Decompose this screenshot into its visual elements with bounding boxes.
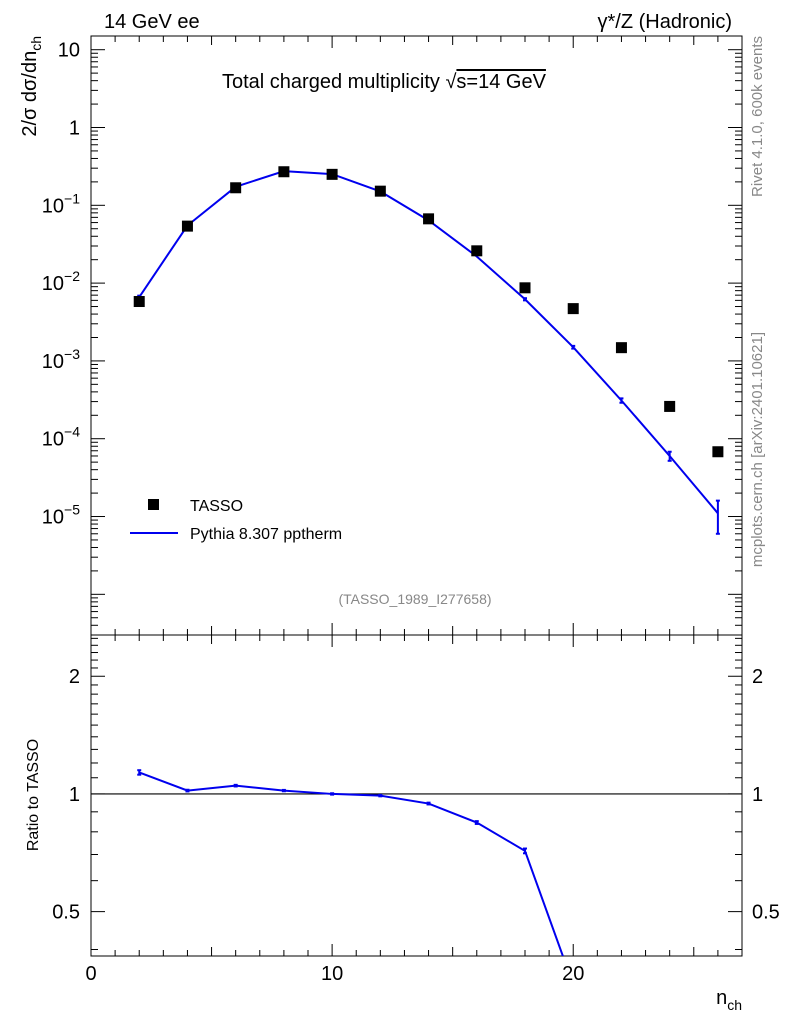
header-left: 14 GeV ee bbox=[104, 11, 200, 33]
tasso-data-point bbox=[664, 400, 676, 412]
bottom-y-tick-label-right: 1 bbox=[752, 784, 763, 806]
legend-label-data: TASSO bbox=[190, 498, 243, 515]
x-axis-label-sub: ch bbox=[727, 997, 742, 1013]
bottom-panel-frame bbox=[90, 634, 743, 957]
x-tick-label: 0 bbox=[85, 963, 96, 985]
top-y-tick-base: 10 bbox=[42, 273, 64, 295]
chart-title-main: Total charged multiplicity bbox=[222, 71, 445, 93]
tasso-data-point bbox=[712, 446, 724, 458]
top-y-tick-label: 10−4 bbox=[42, 424, 80, 451]
mcplots-label: mcplots.cern.ch [arXiv:2401.10621] bbox=[749, 332, 766, 567]
bottom-y-tick-label-right: 0.5 bbox=[752, 902, 780, 924]
top-y-tick-exp: −2 bbox=[64, 268, 80, 284]
top-y-tick-base: 10 bbox=[42, 351, 64, 373]
top-y-tick-base: 1 bbox=[69, 118, 80, 140]
bottom-y-tick-label: 0.5 bbox=[52, 902, 80, 924]
top-y-tick-label: 10−5 bbox=[42, 502, 80, 529]
top-ylabel-sub: ch bbox=[28, 36, 44, 51]
top-y-tick-base: 10 bbox=[58, 40, 80, 62]
bottom-y-tick-label-right: 2 bbox=[752, 666, 763, 688]
top-y-tick-label: 10−3 bbox=[42, 346, 80, 373]
tasso-data-point bbox=[133, 296, 145, 308]
top-y-tick-exp: −3 bbox=[64, 346, 80, 362]
chart-title: Total charged multiplicity √s=14 GeV bbox=[222, 71, 547, 93]
bottom-plot-area bbox=[137, 769, 564, 956]
ratio-series-line bbox=[138, 771, 564, 956]
top-y-tick-label: 10−2 bbox=[42, 268, 80, 295]
x-tick-label: 20 bbox=[562, 963, 584, 985]
tasso-data-point bbox=[423, 213, 435, 225]
legend-marker-data bbox=[148, 499, 159, 510]
header-right: γ*/Z (Hadronic) bbox=[598, 11, 732, 33]
top-y-tick-base: 10 bbox=[42, 507, 64, 529]
top-y-tick-exp: −4 bbox=[64, 424, 80, 440]
tasso-data-point bbox=[278, 166, 290, 178]
bottom-y-tick-label: 1 bbox=[69, 784, 80, 806]
bottom-axes: 0 10 20 0.5 0.5 1 1 2 2 bbox=[52, 635, 780, 985]
x-axis-label-main: n bbox=[716, 987, 727, 1009]
top-plot-area bbox=[133, 166, 724, 535]
bottom-ylabel: Ratio to TASSO bbox=[25, 739, 42, 851]
top-ylabel-main: 2/σ dσ/dn bbox=[19, 51, 41, 137]
top-ylabel: 2/σ dσ/dnch bbox=[19, 36, 44, 137]
chart-title-tail: s=14 GeV bbox=[456, 71, 546, 93]
top-panel-frame bbox=[90, 35, 743, 636]
tasso-data-point bbox=[519, 282, 531, 294]
tasso-data-point bbox=[615, 342, 627, 354]
top-y-tick-label: 1 bbox=[69, 118, 80, 140]
x-tick-label: 10 bbox=[321, 963, 343, 985]
legend-label-mc: Pythia 8.307 pptherm bbox=[190, 526, 342, 543]
tasso-data-point bbox=[181, 220, 193, 232]
rivet-label: Rivet 4.1.0, 600k events bbox=[749, 36, 766, 197]
tasso-data-point bbox=[326, 168, 338, 180]
top-y-tick-exp: −1 bbox=[64, 190, 80, 206]
analysis-watermark: (TASSO_1989_I277658) bbox=[338, 591, 491, 607]
bottom-y-tick-label: 2 bbox=[69, 666, 80, 688]
top-y-tick-base: 10 bbox=[42, 429, 64, 451]
tasso-data-point bbox=[471, 245, 483, 257]
tasso-data-point bbox=[567, 303, 579, 315]
top-y-tick-base: 10 bbox=[42, 195, 64, 217]
top-y-tick-exp: −5 bbox=[64, 502, 80, 518]
tasso-data-point bbox=[374, 185, 386, 197]
x-axis-label: nch bbox=[716, 987, 742, 1013]
tasso-data-point bbox=[230, 182, 242, 194]
top-y-tick-label: 10−1 bbox=[42, 190, 80, 217]
top-y-tick-label: 10 bbox=[58, 40, 80, 62]
chart-title-sqrt: √ bbox=[445, 71, 456, 93]
